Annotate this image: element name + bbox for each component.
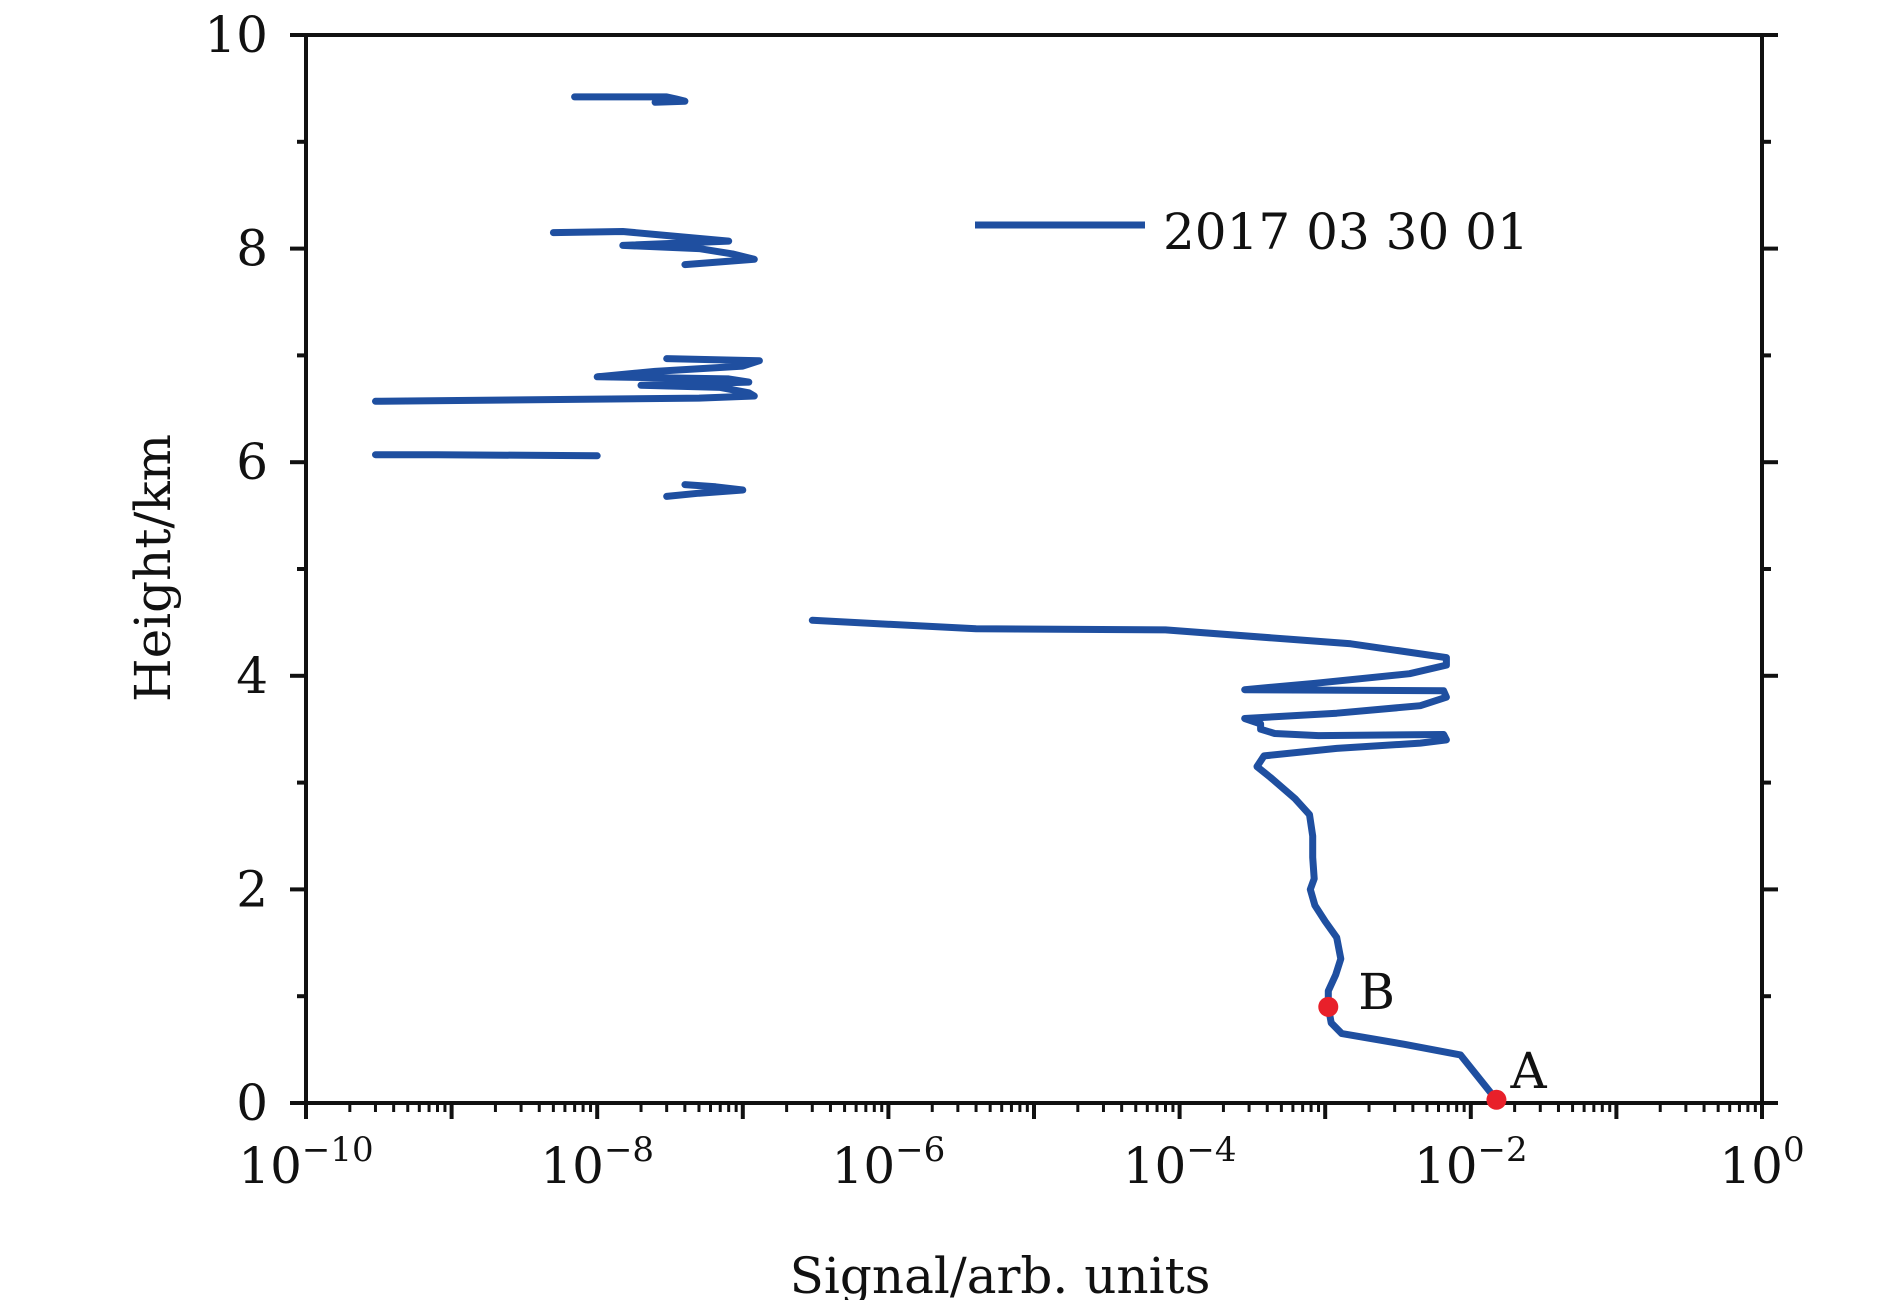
- series-line-segment: [372, 355, 763, 405]
- y-tick-label: 2: [236, 860, 268, 918]
- annotation-points: AB: [1318, 963, 1547, 1110]
- point-label-a: A: [1509, 1042, 1547, 1100]
- series-line-segment: [372, 451, 601, 460]
- point-a: [1486, 1089, 1507, 1110]
- y-tick-label: 8: [236, 220, 268, 278]
- series-layer: [372, 93, 1500, 1104]
- x-tick-label: 10−10: [238, 1130, 373, 1195]
- x-tick-label: 10−6: [832, 1130, 946, 1195]
- plot-frame: [304, 33, 1764, 1105]
- y-tick-label: 0: [236, 1074, 268, 1132]
- x-axis-ticks: 10−10 10−8 10−6 10−4 10−2 100: [238, 1103, 1805, 1195]
- y-axis-label: Height/km: [124, 434, 182, 702]
- x-tick-label: 100: [1719, 1130, 1804, 1195]
- legend: 2017 03 30 01: [975, 203, 1529, 261]
- y-tick-label: 10: [204, 6, 268, 64]
- y-tick-label: 6: [236, 433, 268, 491]
- series-line-segment: [663, 481, 747, 500]
- point-b: [1318, 996, 1339, 1017]
- series-line-segment: [549, 228, 758, 269]
- y-tick-label: 4: [236, 647, 268, 705]
- legend-label: 2017 03 30 01: [1163, 203, 1529, 261]
- x-axis-label: Signal/arb. units: [790, 1247, 1211, 1300]
- series-line-segment: [571, 93, 689, 106]
- y-axis-ticks: 0 2 4 6 8 10: [204, 6, 1778, 1132]
- x-tick-label: 10−4: [1123, 1130, 1237, 1195]
- series-line-segment: [808, 616, 1500, 1104]
- x-tick-label: 10−2: [1414, 1130, 1528, 1195]
- point-label-b: B: [1358, 963, 1395, 1021]
- x-tick-label: 10−8: [540, 1130, 654, 1195]
